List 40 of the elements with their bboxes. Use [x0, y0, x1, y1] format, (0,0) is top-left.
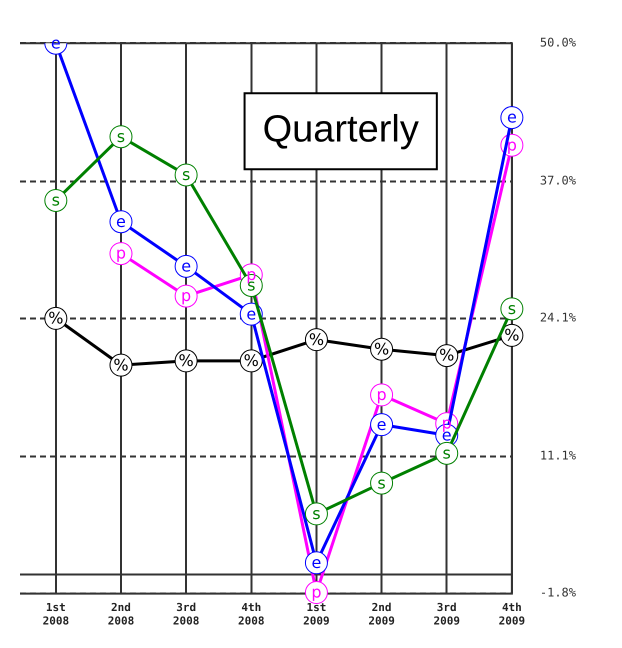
series-label: p [311, 582, 322, 602]
text: % [178, 351, 194, 370]
x-tick-label: 4th 2009 [498, 601, 526, 628]
x-tick-label: 3rd 2009 [433, 601, 460, 628]
text: % [308, 330, 324, 349]
x-tick-label: 1st 2009 [303, 601, 330, 628]
x-tick-label: 2nd 2009 [368, 601, 395, 628]
y-tick-label: -1.8% [540, 586, 577, 600]
text: e [116, 212, 126, 231]
x-tick-label: 2nd 2008 [108, 601, 134, 628]
x-tick-label: 3rd 2008 [172, 601, 200, 628]
text: % [439, 346, 454, 365]
text: s [116, 126, 126, 146]
text: % [48, 308, 64, 328]
text: p [506, 135, 517, 154]
text: p [116, 244, 126, 263]
x-tick-label: 1st 2008 [42, 601, 70, 628]
y-tick-label: 24.1% [540, 310, 577, 325]
text: % [504, 326, 520, 345]
text: Quarterly [262, 108, 419, 151]
text: % [244, 351, 259, 370]
text: e [506, 108, 517, 127]
y-tick-label: 11.1% [540, 448, 577, 463]
series-label: e [312, 552, 322, 572]
x-tick-label: 4th 2008 [238, 601, 265, 628]
text: p [181, 286, 192, 306]
text: s [377, 473, 386, 492]
text: % [374, 339, 390, 358]
text: p [376, 385, 387, 404]
series-label: s [508, 298, 516, 318]
text: s [52, 190, 60, 210]
text: e [246, 304, 256, 324]
text: s [312, 504, 321, 524]
y-tick-label: 50.0% [540, 35, 577, 50]
text: s [442, 444, 451, 462]
text: e [376, 414, 386, 434]
text: s [182, 165, 190, 184]
series-label: % [113, 355, 129, 374]
text: e [181, 256, 192, 276]
y-tick-label: 37.0% [540, 173, 577, 188]
